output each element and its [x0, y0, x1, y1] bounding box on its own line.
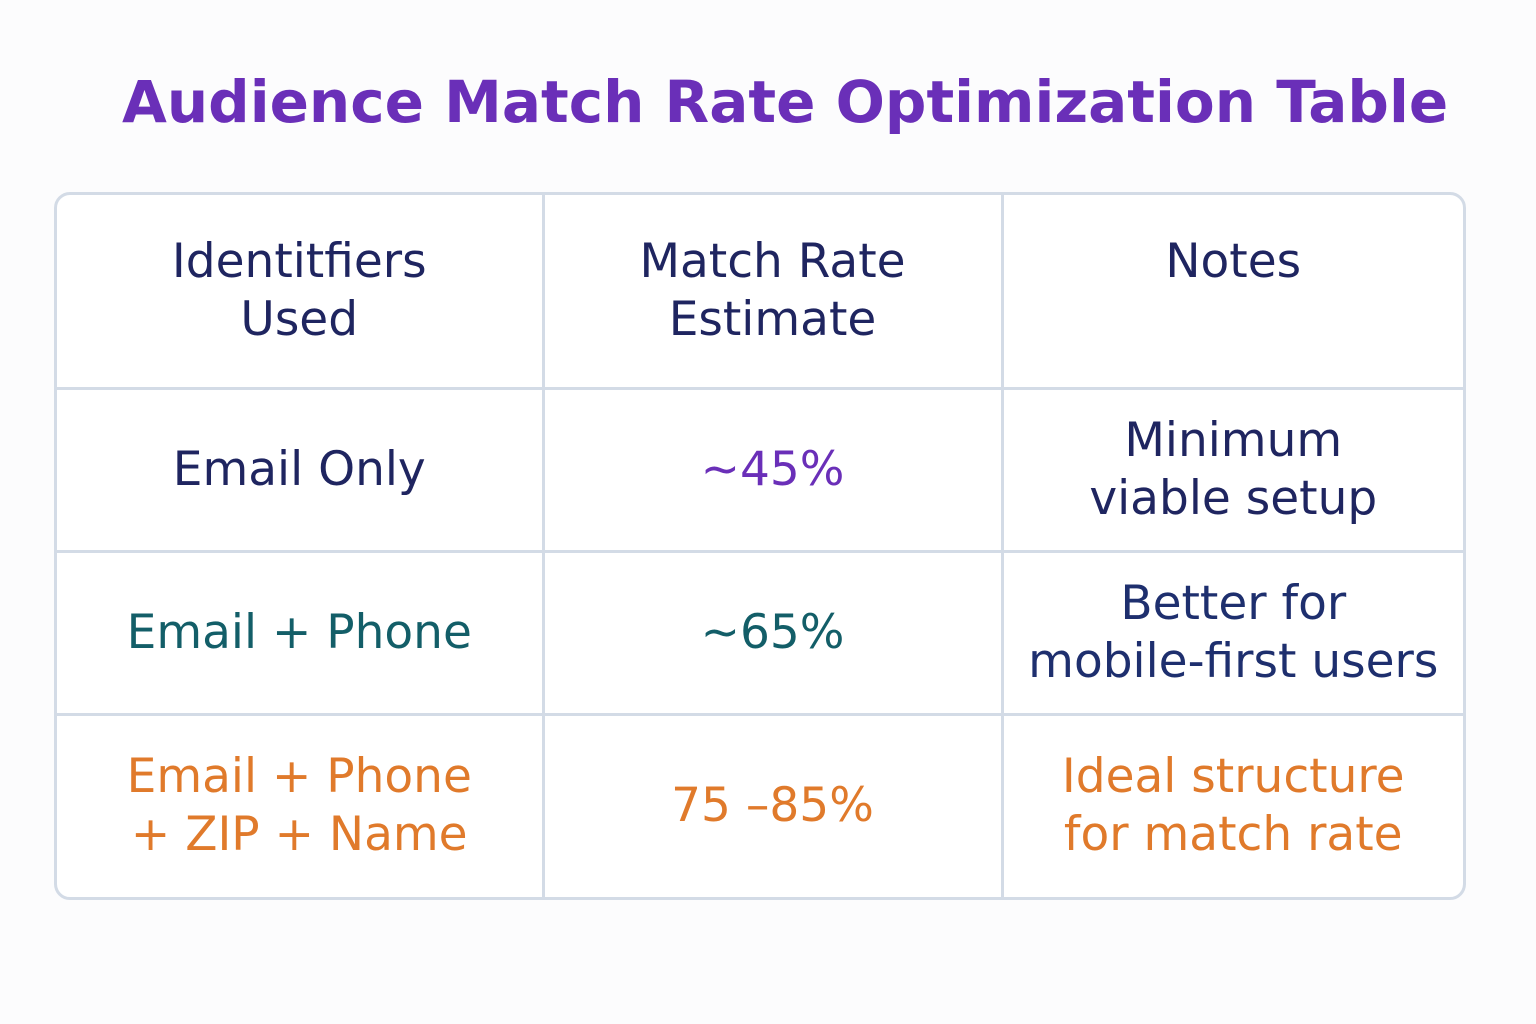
header-match-rate: Match Rate Estimate — [541, 195, 1004, 391]
table: Identitfiers Used Match Rate Estimate No… — [57, 195, 1463, 897]
header-match-rate-label: Match Rate Estimate — [639, 234, 906, 347]
cell-match-rate: 75 –85% — [541, 712, 1004, 897]
match-rate-text: ~45% — [700, 442, 845, 498]
table-row: Email + Phone + ZIP + Name 75 –85% Ideal… — [57, 712, 1463, 897]
cell-identifiers: Email Only — [57, 387, 545, 554]
notes-text: Ideal structure for match rate — [1061, 749, 1405, 863]
identifiers-text: Email Only — [172, 442, 426, 498]
cell-notes: Ideal structure for match rate — [1000, 712, 1463, 897]
header-identifiers: Identitfiers Used — [57, 195, 545, 391]
table-header-row: Identitfiers Used Match Rate Estimate No… — [57, 195, 1463, 391]
cell-identifiers: Email + Phone — [57, 550, 545, 716]
cell-notes: Better for mobile-first users — [1000, 550, 1463, 716]
cell-identifiers: Email + Phone + ZIP + Name — [57, 712, 545, 897]
notes-text: Better for mobile-first users — [1028, 575, 1439, 689]
notes-text: Minimum viable setup — [1089, 413, 1378, 527]
header-identifiers-label: Identitfiers Used — [171, 234, 427, 347]
match-rate-text: 75 –85% — [671, 778, 874, 834]
match-rate-table: Identitfiers Used Match Rate Estimate No… — [54, 192, 1466, 900]
header-notes: Notes — [1000, 195, 1463, 391]
identifiers-text: Email + Phone + ZIP + Name — [126, 749, 472, 863]
cell-match-rate: ~65% — [541, 550, 1004, 716]
cell-match-rate: ~45% — [541, 387, 1004, 554]
table-row: Email Only ~45% Minimum viable setup — [57, 387, 1463, 554]
identifiers-text: Email + Phone — [126, 604, 472, 660]
cell-notes: Minimum viable setup — [1000, 387, 1463, 554]
header-notes-label: Notes — [1165, 234, 1302, 289]
page-title: Audience Match Rate Optimization Table — [122, 68, 1449, 136]
match-rate-text: ~65% — [700, 604, 845, 660]
table-row: Email + Phone ~65% Better for mobile-fir… — [57, 550, 1463, 716]
